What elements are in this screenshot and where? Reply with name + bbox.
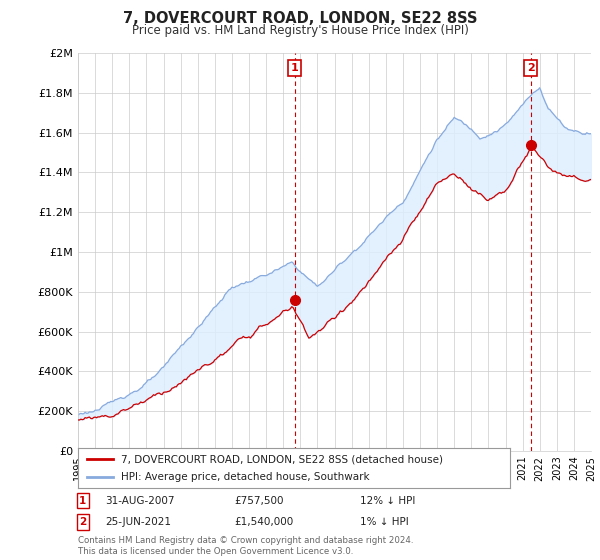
Text: 2: 2 [79,517,86,527]
Text: 7, DOVERCOURT ROAD, LONDON, SE22 8SS (detached house): 7, DOVERCOURT ROAD, LONDON, SE22 8SS (de… [121,454,443,464]
Text: HPI: Average price, detached house, Southwark: HPI: Average price, detached house, Sout… [121,472,370,482]
Text: 7, DOVERCOURT ROAD, LONDON, SE22 8SS: 7, DOVERCOURT ROAD, LONDON, SE22 8SS [123,11,477,26]
Text: 1% ↓ HPI: 1% ↓ HPI [360,517,409,527]
Text: 25-JUN-2021: 25-JUN-2021 [105,517,171,527]
Text: £757,500: £757,500 [234,496,284,506]
Text: Price paid vs. HM Land Registry's House Price Index (HPI): Price paid vs. HM Land Registry's House … [131,24,469,36]
Text: 1: 1 [291,63,299,73]
Text: £1,540,000: £1,540,000 [234,517,293,527]
Text: 1: 1 [79,496,86,506]
Text: 12% ↓ HPI: 12% ↓ HPI [360,496,415,506]
Text: Contains HM Land Registry data © Crown copyright and database right 2024.
This d: Contains HM Land Registry data © Crown c… [78,536,413,556]
Text: 2: 2 [527,63,535,73]
Text: 31-AUG-2007: 31-AUG-2007 [105,496,175,506]
